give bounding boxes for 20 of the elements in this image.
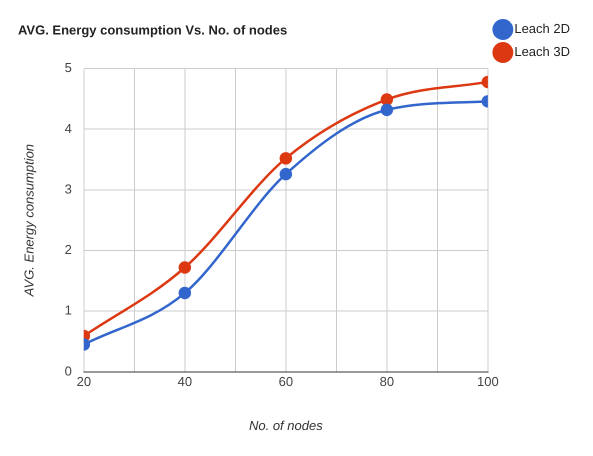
- x-tick-label: 20: [76, 374, 92, 390]
- x-tick-label: 40: [178, 374, 192, 390]
- chart-title: AVG. Energy consumption Vs. No. of nodes: [18, 22, 288, 38]
- y-tick-label: 1: [64, 302, 72, 318]
- x-tick-label: 100: [477, 374, 499, 390]
- point: [178, 261, 192, 274]
- y-axis-title: AVG. Energy consumption: [21, 144, 36, 298]
- y-tick-label: 5: [64, 60, 72, 76]
- point: [178, 286, 192, 300]
- point: [280, 168, 292, 180]
- y-tick-label: 0: [64, 363, 72, 378]
- point: [280, 152, 292, 165]
- y-tick-label: 3: [64, 181, 72, 196]
- y-tick-label: 2: [64, 242, 72, 258]
- x-tick-label: 80: [380, 374, 394, 390]
- legend-label: Leach 2D: [514, 21, 570, 36]
- legend-label: Leach 3D: [514, 44, 570, 60]
- x-tick-label: 60: [278, 374, 294, 390]
- y-tick-label: 4: [64, 120, 72, 136]
- x-axis-title: No. of nodes: [248, 418, 324, 433]
